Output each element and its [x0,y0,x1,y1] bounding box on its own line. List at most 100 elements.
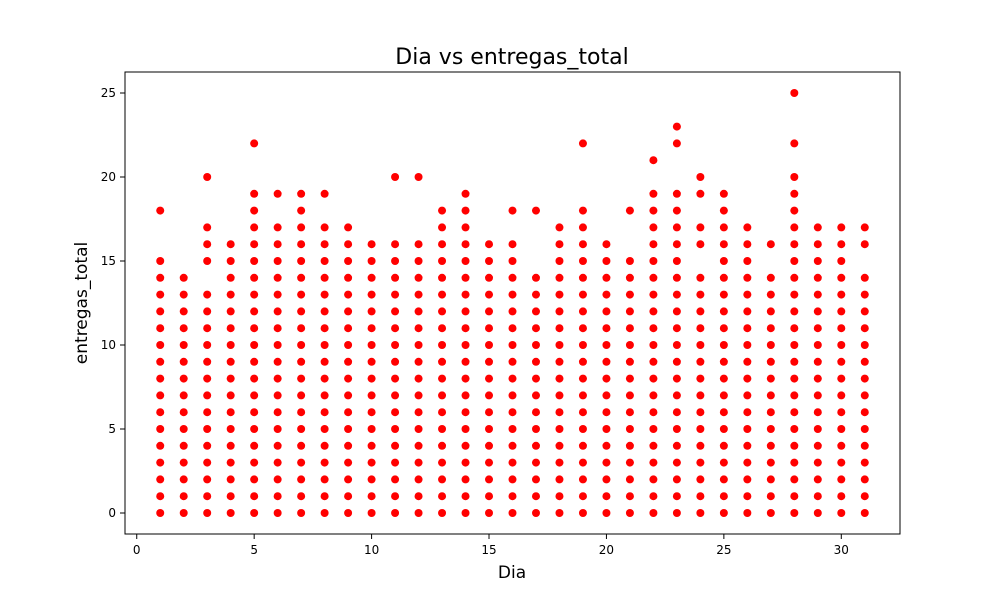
data-point [179,341,188,349]
data-point [837,475,846,484]
data-point [414,391,423,400]
data-point [391,324,400,333]
data-point [790,509,799,517]
data-point [250,391,259,400]
data-point [602,391,611,400]
data-point [602,425,611,433]
data-point [602,257,611,265]
data-point [602,240,611,249]
data-point [766,307,775,316]
data-point [320,509,329,517]
data-point [649,273,658,282]
data-point [320,492,329,501]
data-point [790,391,799,400]
data-point [813,458,822,467]
data-point [578,357,587,366]
data-point [649,391,658,400]
data-point [719,189,728,198]
data-point [414,425,423,433]
data-point [860,492,869,501]
data-point [813,509,822,517]
data-point [719,374,728,383]
data-point [203,509,212,517]
data-point [414,341,423,349]
data-point [461,324,470,333]
data-point [297,223,306,232]
data-point [625,324,634,333]
data-point [602,441,611,450]
data-point [250,324,259,333]
data-point [485,374,494,383]
data-point [672,206,681,215]
data-point [226,441,235,450]
data-point [226,475,235,484]
data-point [226,307,235,316]
data-point [250,374,259,383]
data-point [273,290,282,299]
data-point [649,257,658,265]
data-point [414,257,423,265]
y-axis-label: entregas_total [72,242,92,364]
data-point [719,206,728,215]
data-point [719,458,728,467]
data-point [438,492,447,501]
data-point [672,492,681,501]
data-point [837,492,846,501]
points-layer [156,89,869,517]
data-point [625,441,634,450]
data-point [860,475,869,484]
data-point [578,475,587,484]
data-point [250,290,259,299]
data-point [273,441,282,450]
data-point [156,391,165,400]
data-point [344,441,353,450]
data-point [367,240,376,249]
data-point [273,189,282,198]
data-point [179,425,188,433]
data-point [203,374,212,383]
data-point [860,223,869,232]
data-point [766,441,775,450]
data-point [226,458,235,467]
data-point [391,441,400,450]
data-point [696,391,705,400]
data-point [156,290,165,299]
data-point [813,307,822,316]
data-point [273,273,282,282]
data-point [649,425,658,433]
data-point [250,240,259,249]
data-point [344,391,353,400]
data-point [790,475,799,484]
data-point [555,458,564,467]
data-point [766,374,775,383]
data-point [672,408,681,417]
data-point [344,290,353,299]
data-point [297,357,306,366]
data-point [273,391,282,400]
data-point [297,425,306,433]
data-point [625,307,634,316]
data-point [273,492,282,501]
data-point [719,341,728,349]
data-point [508,509,517,517]
data-point [555,273,564,282]
data-point [367,441,376,450]
data-point [438,475,447,484]
data-point [672,441,681,450]
data-point [320,458,329,467]
data-point [414,441,423,450]
data-point [179,458,188,467]
data-point [531,324,540,333]
data-point [602,290,611,299]
data-point [555,324,564,333]
data-point [625,391,634,400]
data-point [625,408,634,417]
data-point [461,492,470,501]
data-point [461,357,470,366]
data-point [203,357,212,366]
x-tick-label: 25 [716,543,731,557]
data-point [743,374,752,383]
data-point [578,374,587,383]
data-point [649,223,658,232]
data-point [391,257,400,265]
